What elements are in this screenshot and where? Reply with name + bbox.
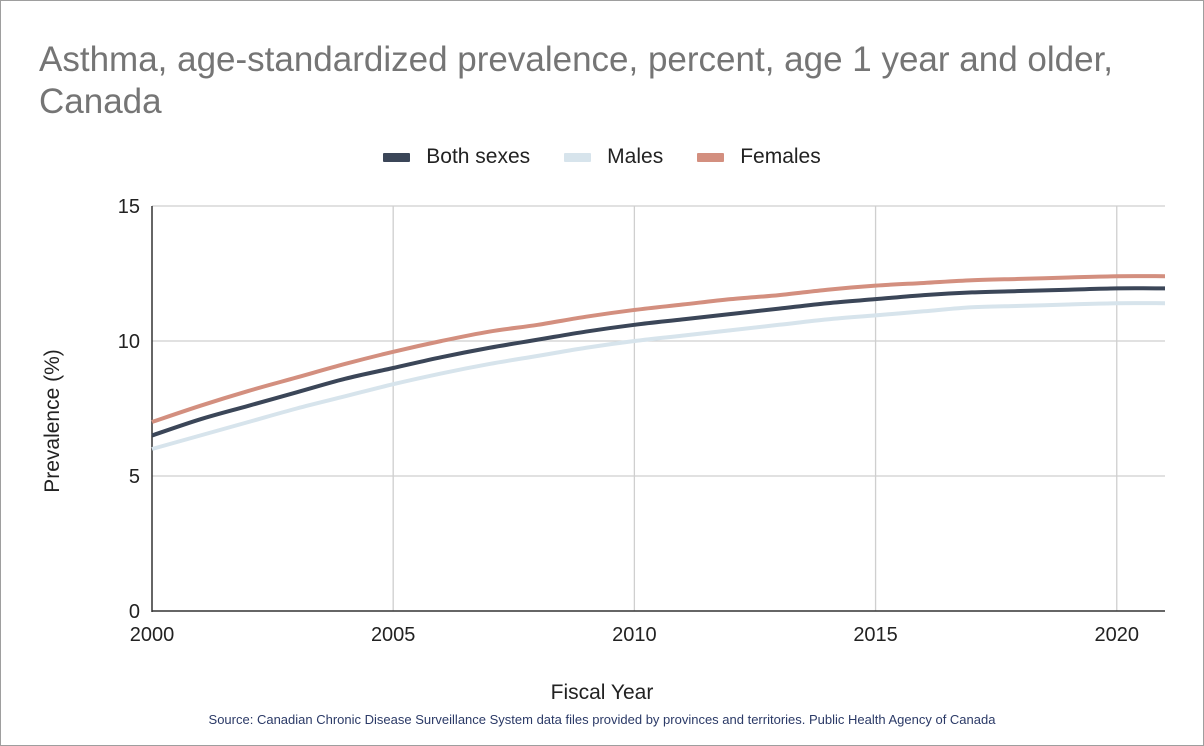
axis-layer	[151, 206, 1165, 612]
legend-label-males: Males	[607, 145, 664, 168]
x-axis-title: Fiscal Year	[550, 681, 654, 704]
series-line-males[interactable]	[151, 301, 1166, 451]
chart-legend: Both sexes Males Females	[1, 143, 1203, 171]
x-tick-label: 2015	[853, 624, 898, 646]
grid-layer	[152, 205, 1165, 611]
legend-item-males[interactable]: Males	[564, 145, 663, 169]
y-tick-label: 10	[118, 331, 140, 353]
tick-label-layer: 0 5 10 15 2000 2005 2010 2015 2020	[118, 196, 1139, 646]
legend-item-both-sexes[interactable]: Both sexes	[383, 145, 530, 169]
x-tick-label: 2010	[612, 624, 657, 646]
legend-swatch-males	[564, 152, 592, 162]
y-tick-label: 5	[129, 466, 140, 488]
x-tick-label: 2005	[371, 624, 416, 646]
legend-item-females[interactable]: Females	[697, 145, 821, 169]
legend-label-females: Females	[740, 145, 821, 168]
source-note: Source: Canadian Chronic Disease Surveil…	[208, 712, 996, 727]
series-line-females[interactable]	[151, 274, 1166, 424]
x-tick-label: 2000	[130, 624, 175, 646]
y-tick-label: 0	[129, 601, 140, 623]
y-tick-label: 15	[118, 196, 140, 218]
chart-title: Asthma, age-standardized prevalence, per…	[39, 40, 1114, 121]
y-axis-title: Prevalence (%)	[41, 349, 64, 493]
legend-swatch-females	[697, 152, 725, 162]
legend-label-both-sexes: Both sexes	[426, 145, 531, 168]
legend-swatch-both-sexes	[383, 152, 411, 162]
series-line-both-sexes[interactable]	[151, 286, 1166, 438]
series-layer	[151, 274, 1166, 451]
x-tick-label: 2020	[1095, 624, 1140, 646]
